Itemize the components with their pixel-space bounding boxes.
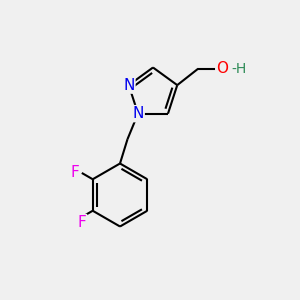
- Text: N: N: [123, 78, 134, 93]
- Text: -H: -H: [231, 61, 247, 76]
- Text: O: O: [216, 61, 228, 76]
- Text: N: N: [132, 106, 144, 121]
- Text: F: F: [71, 165, 80, 180]
- Text: F: F: [77, 215, 86, 230]
